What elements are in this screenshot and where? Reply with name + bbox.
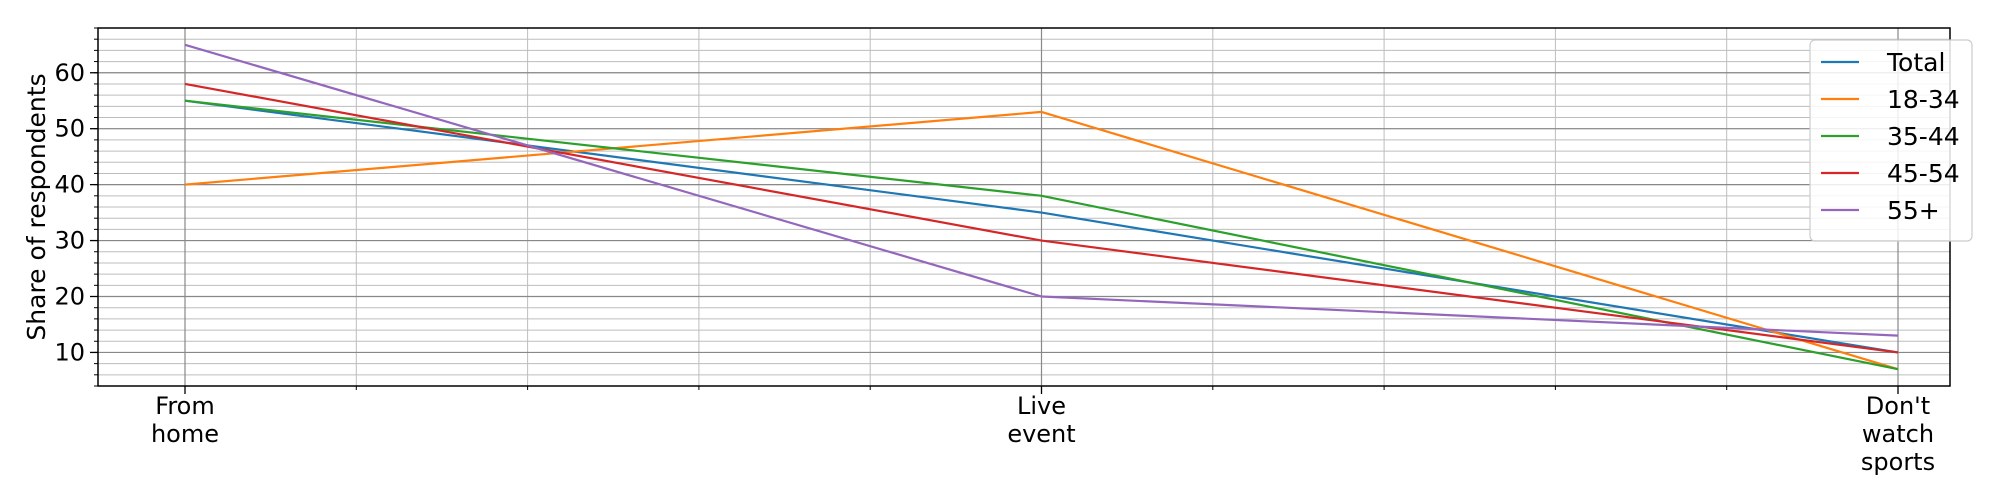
series-line-55+ bbox=[184, 43, 1899, 337]
y-tick-label: 20 bbox=[54, 283, 85, 311]
x-tick-label-line: Don't bbox=[1866, 392, 1930, 420]
y-tick-labels: 10 20 30 40 50 60 bbox=[54, 59, 85, 367]
legend-label: 45-54 bbox=[1887, 159, 1960, 188]
axis-ticks bbox=[90, 27, 1899, 394]
x-tick-label-line: From bbox=[155, 392, 214, 420]
y-tick-label: 40 bbox=[54, 171, 85, 199]
y-tick-label: 60 bbox=[54, 59, 85, 87]
legend-label: 55+ bbox=[1887, 196, 1940, 225]
legend-label: Total bbox=[1886, 48, 1945, 77]
x-tick-label: Live event bbox=[1007, 392, 1075, 448]
x-tick-label-line: sports bbox=[1861, 448, 1935, 476]
legend-label: 35-44 bbox=[1887, 122, 1960, 151]
x-tick-label-line: event bbox=[1007, 420, 1075, 448]
x-tick-label-line: watch bbox=[1862, 420, 1934, 448]
x-tick-label: Don't watch sports bbox=[1861, 392, 1935, 476]
y-axis-title: Share of respondents bbox=[22, 73, 51, 340]
legend: Total 18-34 35-44 45-54 55+ bbox=[1809, 39, 1973, 242]
series-line-18-34 bbox=[184, 110, 1899, 371]
legend-label: 18-34 bbox=[1887, 85, 1960, 114]
legend-box bbox=[1809, 39, 1973, 242]
series-line-Total bbox=[184, 99, 1899, 354]
x-tick-label-line: home bbox=[151, 420, 219, 448]
x-tick-labels: From home Live event Don't watch sports bbox=[151, 392, 1935, 476]
series-lines bbox=[184, 43, 1899, 371]
y-tick-label: 10 bbox=[54, 338, 85, 366]
series-line-35-44 bbox=[184, 99, 1899, 371]
series-line-45-54 bbox=[184, 82, 1899, 354]
x-tick-label: From home bbox=[151, 392, 219, 448]
minor-gridlines bbox=[98, 27, 1950, 387]
y-tick-label: 30 bbox=[54, 227, 85, 255]
y-tick-label: 50 bbox=[54, 115, 85, 143]
x-tick-label-line: Live bbox=[1017, 392, 1066, 420]
